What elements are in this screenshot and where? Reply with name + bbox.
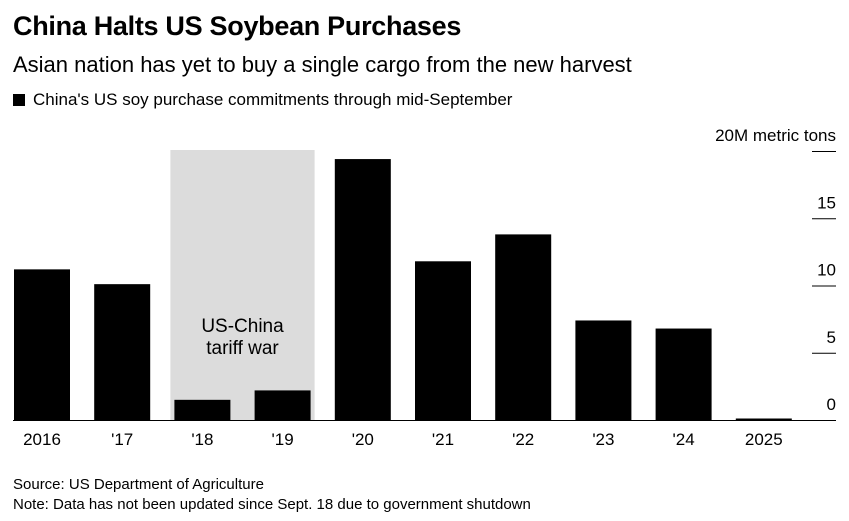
y-tick-label: 5: [827, 328, 836, 347]
bar: [735, 418, 792, 420]
y-tick-label: 0: [827, 395, 836, 414]
y-tick-label: 15: [817, 193, 836, 212]
legend-label: China's US soy purchase commitments thro…: [33, 90, 513, 109]
x-tick-label: 2016: [23, 430, 61, 449]
x-tick-label: '21: [432, 430, 454, 449]
bar: [575, 320, 632, 420]
bar: [174, 399, 231, 420]
y-tick-label: 20M metric tons: [715, 126, 836, 145]
y-tick-label: 10: [817, 261, 836, 280]
x-tick-label: '20: [352, 430, 374, 449]
x-tick-label: '17: [111, 430, 133, 449]
x-tick-label: 2025: [745, 430, 783, 449]
annotation-text: tariff war: [206, 338, 279, 359]
bar: [94, 284, 151, 420]
legend-swatch: [13, 94, 25, 106]
bar: [655, 328, 712, 420]
x-tick-label: '18: [191, 430, 213, 449]
bar: [14, 269, 70, 420]
chart-subtitle: Asian nation has yet to buy a single car…: [13, 52, 632, 77]
footnote: Note: Data has not been updated since Se…: [13, 496, 531, 513]
bar: [254, 390, 311, 420]
x-tick-label: '23: [592, 430, 614, 449]
source-note: Source: US Department of Agriculture: [13, 476, 264, 493]
tariff-war-shade: [170, 150, 315, 420]
chart-title: China Halts US Soybean Purchases: [13, 11, 462, 41]
legend: China's US soy purchase commitments thro…: [13, 90, 512, 110]
annotation-text: US-China: [201, 316, 284, 337]
x-tick-label: '24: [673, 430, 695, 449]
bar: [415, 261, 471, 420]
bar: [334, 159, 391, 420]
x-tick-label: '19: [272, 430, 294, 449]
x-tick-label: '22: [512, 430, 534, 449]
bar: [495, 234, 552, 420]
